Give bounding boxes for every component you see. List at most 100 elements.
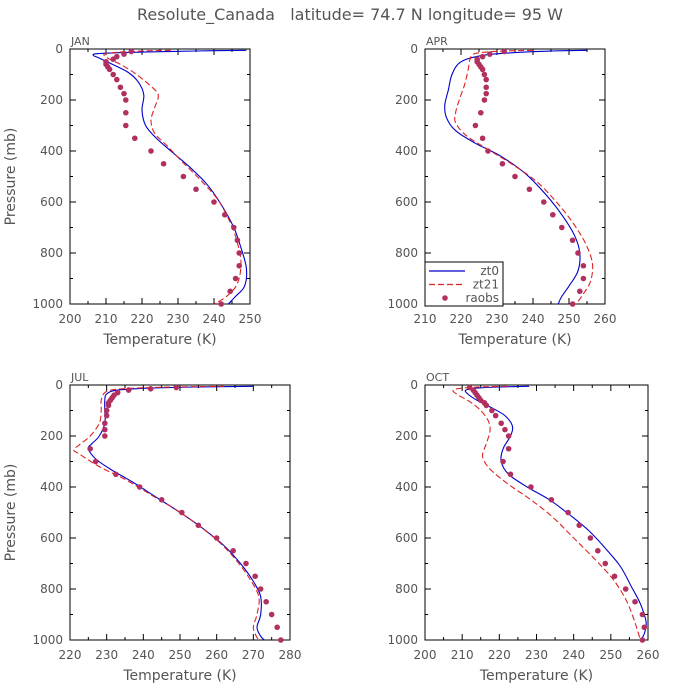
raobs-point — [577, 288, 583, 295]
raobs-point — [575, 250, 581, 256]
legend-label-raobs: raobs — [466, 291, 500, 305]
y-tick-label: 600 — [40, 195, 63, 209]
series-zt0-line — [87, 385, 265, 641]
panel-apr: 210 220 230 240 250 260 0 200 400 600 800 1000 APR Te… — [387, 35, 616, 348]
raobs-point — [128, 48, 134, 55]
raobs-point — [234, 237, 241, 244]
x-tick-label: 240 — [522, 312, 545, 326]
y-tick-label: 1000 — [32, 633, 63, 647]
raobs-point — [160, 160, 167, 167]
raobs-point — [485, 148, 491, 154]
series-raobs — [103, 48, 242, 307]
raobs-point — [117, 84, 124, 91]
x-tick-label: 230 — [525, 648, 548, 662]
y-axis-label: Pressure (mb) — [3, 128, 19, 226]
raobs-point — [595, 547, 601, 554]
raobs-point — [105, 402, 112, 409]
raobs-point — [236, 262, 242, 269]
figure-title: Resolute_Canada latitude= 74.7 N longitu… — [137, 5, 563, 25]
legend-swatch-raobs — [442, 295, 448, 301]
x-tick-label: 210 — [95, 312, 118, 326]
series-raobs — [466, 384, 648, 643]
raobs-point — [173, 384, 180, 391]
raobs-point — [479, 135, 486, 142]
y-tick-label: 800 — [395, 582, 418, 596]
raobs-point — [639, 611, 646, 618]
x-tick-label: 250 — [599, 648, 622, 662]
raobs-point — [211, 199, 217, 205]
raobs-point — [148, 148, 154, 154]
raobs-point — [123, 97, 129, 103]
raobs-point — [498, 420, 504, 427]
panel-jan: 200 210 220 230 240 250 0 200 400 600 800 1000 JAN Te… — [3, 35, 261, 348]
raobs-point — [102, 420, 108, 427]
raobs-point — [123, 109, 129, 116]
x-tick-label: 220 — [131, 312, 154, 326]
plot-frame — [69, 48, 251, 305]
y-tick-label: 200 — [40, 429, 63, 443]
x-tick-label: 240 — [203, 312, 226, 326]
x-tick-label: 250 — [239, 312, 262, 326]
raobs-point — [499, 160, 506, 167]
y-tick-label: 400 — [40, 144, 63, 158]
x-tick-label: 240 — [132, 648, 155, 662]
raobs-point — [263, 598, 269, 605]
y-tick-label: 0 — [410, 42, 418, 56]
raobs-point — [121, 90, 127, 97]
y-tick-label: 200 — [395, 429, 418, 443]
raobs-point — [243, 560, 249, 567]
raobs-point — [641, 624, 648, 631]
raobs-point — [278, 637, 284, 643]
panel-jul: 220 230 240 250 260 270 280 0 200 400 600 800 1000 JU… — [3, 371, 301, 684]
y-tick-label: 1000 — [32, 297, 63, 311]
raobs-point — [632, 598, 638, 605]
raobs-point — [483, 90, 490, 97]
x-axis-label: Temperature (K) — [102, 332, 216, 348]
raobs-point — [487, 51, 493, 57]
raobs-point — [180, 173, 187, 180]
raobs-point — [227, 288, 233, 295]
raobs-point — [559, 224, 565, 231]
x-tick-label: 220 — [450, 312, 473, 326]
series-zt21-line — [452, 385, 642, 641]
y-tick-label: 600 — [395, 195, 418, 209]
raobs-point — [179, 509, 185, 516]
y-tick-label: 0 — [55, 378, 63, 392]
panel-label: JAN — [70, 35, 90, 48]
raobs-point — [505, 445, 512, 452]
raobs-point — [548, 496, 555, 503]
raobs-point — [569, 237, 576, 244]
raobs-point — [478, 109, 484, 116]
y-tick-label: 400 — [395, 144, 418, 158]
x-tick-label: 260 — [594, 312, 617, 326]
raobs-point — [158, 496, 165, 503]
x-tick-label: 270 — [242, 648, 265, 662]
legend-label-zt21: zt21 — [473, 278, 499, 292]
raobs-point — [569, 301, 576, 307]
x-tick-label: 220 — [59, 648, 82, 662]
x-tick-label: 200 — [414, 648, 437, 662]
raobs-point — [268, 611, 275, 618]
raobs-point — [123, 122, 129, 129]
raobs-point — [500, 458, 506, 465]
raobs-point — [479, 53, 486, 60]
raobs-point — [103, 412, 110, 419]
x-tick-label: 260 — [205, 648, 228, 662]
x-tick-label: 280 — [279, 648, 302, 662]
series-zt0-line — [464, 385, 647, 641]
x-tick-label: 250 — [558, 312, 581, 326]
raobs-point — [213, 535, 220, 541]
x-tick-label: 220 — [488, 648, 511, 662]
y-tick-label: 1000 — [387, 297, 418, 311]
raobs-point — [639, 637, 646, 643]
raobs-point — [526, 186, 533, 193]
x-tick-label: 210 — [451, 648, 474, 662]
raobs-point — [483, 84, 490, 91]
panel-label: OCT — [426, 371, 449, 384]
y-axis-label: Pressure (mb) — [3, 464, 19, 562]
raobs-point — [92, 458, 99, 465]
raobs-point — [472, 122, 479, 129]
raobs-point — [87, 445, 93, 452]
raobs-point — [580, 262, 587, 269]
x-axis-label: Temperature (K) — [122, 668, 236, 684]
